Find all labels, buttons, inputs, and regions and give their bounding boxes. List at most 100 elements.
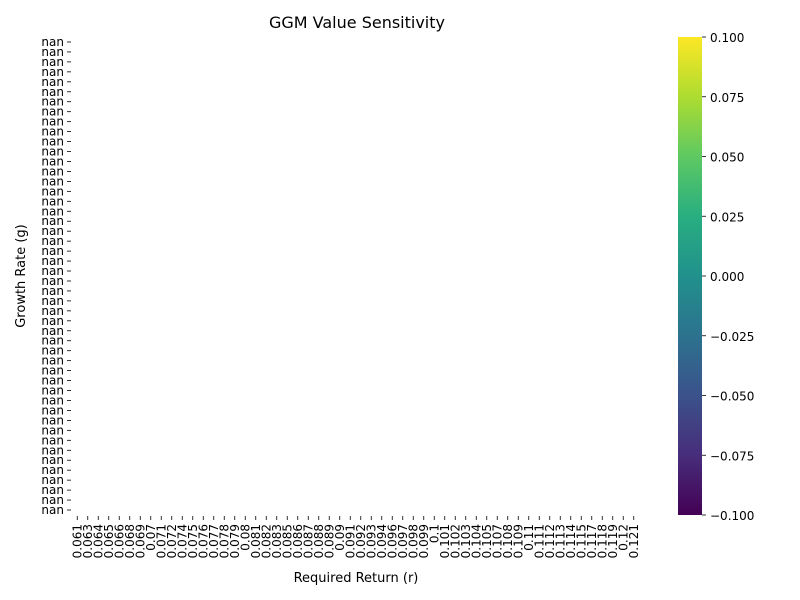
x-tick-label: 0.092 — [354, 524, 368, 558]
x-tick-label: 0.12 — [616, 524, 630, 551]
y-tick-label: nan — [41, 423, 64, 437]
x-tick-label: 0.076 — [196, 524, 210, 558]
x-tick-label: 0.101 — [438, 524, 452, 558]
y-tick-label: nan — [41, 284, 64, 298]
y-tick-label: nan — [41, 264, 64, 278]
y-tick-label: nan — [41, 105, 64, 119]
y-tick-label: nan — [41, 204, 64, 218]
x-tick-label: 0.068 — [123, 524, 137, 558]
y-tick-label: nan — [41, 224, 64, 238]
x-tick-label: 0.091 — [343, 524, 357, 558]
x-tick-label: 0.078 — [217, 524, 231, 558]
x-tick-label: 0.081 — [249, 524, 263, 558]
x-tick-label: 0.093 — [364, 524, 378, 558]
colorbar-tick-label: 0.050 — [710, 151, 744, 165]
y-tick-label: nan — [41, 164, 64, 178]
x-tick-label: 0.079 — [228, 524, 242, 558]
y-tick-label: nan — [41, 364, 64, 378]
y-tick-label: nan — [41, 55, 64, 69]
y-tick-label: nan — [41, 115, 64, 129]
x-tick-label: 0.063 — [81, 524, 95, 558]
x-tick-label: 0.113 — [553, 524, 567, 558]
y-tick-label: nan — [41, 194, 64, 208]
y-tick-label: nan — [41, 65, 64, 79]
y-tick-label: nan — [41, 85, 64, 99]
x-tick-label: 0.065 — [102, 524, 116, 558]
x-tick-label: 0.098 — [406, 524, 420, 558]
x-axis-label: Required Return (r) — [294, 571, 419, 586]
y-tick-label: nan — [41, 125, 64, 139]
x-tick-label: 0.107 — [490, 524, 504, 558]
colorbar-ticks: 0.100 0.075 0.050 0.025 0.000 −0.025 −0.050 −0.… — [702, 31, 754, 523]
y-tick-label: nan — [41, 95, 64, 109]
x-tick-label: 0.071 — [154, 524, 168, 558]
x-tick-label: 0.074 — [175, 524, 189, 558]
y-tick-label: nan — [41, 374, 64, 388]
colorbar-tick-label: 0.025 — [710, 210, 744, 224]
x-tick-label: 0.115 — [574, 524, 588, 558]
y-tick-label: nan — [41, 35, 64, 49]
x-tick-label: 0.096 — [385, 524, 399, 558]
chart-title: GGM Value Sensitivity — [269, 13, 445, 32]
colorbar-tick-label: 0.100 — [710, 31, 744, 45]
y-tick-label: nan — [41, 344, 64, 358]
x-tick-label: 0.099 — [417, 524, 431, 558]
x-tick-label: 0.061 — [70, 524, 84, 558]
x-tick-label: 0.075 — [186, 524, 200, 558]
y-tick-label: nan — [41, 354, 64, 368]
y-tick-label: nan — [41, 274, 64, 288]
x-tick-label: 0.083 — [270, 524, 284, 558]
x-tick-label: 0.111 — [532, 524, 546, 558]
y-tick-label: nan — [41, 384, 64, 398]
y-tick-label: nan — [41, 294, 64, 308]
x-tick-label: 0.112 — [543, 524, 557, 558]
x-tick-label: 0.082 — [259, 524, 273, 558]
x-tick-label: 0.104 — [469, 524, 483, 558]
y-tick-label: nan — [41, 473, 64, 487]
x-tick-label: 0.102 — [448, 524, 462, 558]
x-tick-label: 0.08 — [238, 524, 252, 551]
y-tick-label: nan — [41, 304, 64, 318]
x-tick-label: 0.118 — [595, 524, 609, 558]
colorbar-tick-label: −0.100 — [710, 509, 754, 523]
y-tick-label: nan — [41, 244, 64, 258]
y-tick-label: nan — [41, 324, 64, 338]
y-tick-label: nan — [41, 314, 64, 328]
x-tick-label: 0.087 — [301, 524, 315, 558]
colorbar — [678, 37, 702, 515]
y-tick-label: nan — [41, 184, 64, 198]
y-tick-labels: nannannannannannannannannannannannannann… — [41, 35, 71, 517]
y-axis-label: Growth Rate (g) — [14, 224, 29, 328]
x-tick-label: 0.121 — [627, 524, 641, 558]
y-tick-label: nan — [41, 483, 64, 497]
y-tick-label: nan — [41, 493, 64, 507]
x-tick-label: 0.072 — [165, 524, 179, 558]
y-tick-label: nan — [41, 75, 64, 89]
x-tick-label: 0.11 — [522, 524, 536, 551]
x-tick-label: 0.105 — [480, 524, 494, 558]
y-tick-label: nan — [41, 403, 64, 417]
x-tick-label: 0.097 — [396, 524, 410, 558]
heatmap-area — [72, 37, 639, 515]
y-tick-label: nan — [41, 154, 64, 168]
y-tick-label: nan — [41, 453, 64, 467]
x-tick-label: 0.09 — [333, 524, 347, 551]
y-tick-label: nan — [41, 463, 64, 477]
x-tick-label: 0.108 — [501, 524, 515, 558]
x-tick-label: 0.089 — [322, 524, 336, 558]
y-tick-label: nan — [41, 145, 64, 159]
y-tick-label: nan — [41, 254, 64, 268]
x-tick-label: 0.077 — [207, 524, 221, 558]
x-tick-label: 0.069 — [133, 524, 147, 558]
colorbar-tick-label: 0.075 — [710, 91, 744, 105]
x-tick-label: 0.088 — [312, 524, 326, 558]
x-tick-label: 0.07 — [144, 524, 158, 551]
x-tick-labels: 0.0610.0630.0640.0650.0660.0680.0690.070… — [70, 516, 641, 558]
y-tick-label: nan — [41, 174, 64, 188]
y-tick-label: nan — [41, 234, 64, 248]
x-tick-label: 0.119 — [606, 524, 620, 558]
colorbar-tick-label: −0.050 — [710, 390, 754, 404]
x-tick-label: 0.086 — [291, 524, 305, 558]
y-tick-label: nan — [41, 413, 64, 427]
